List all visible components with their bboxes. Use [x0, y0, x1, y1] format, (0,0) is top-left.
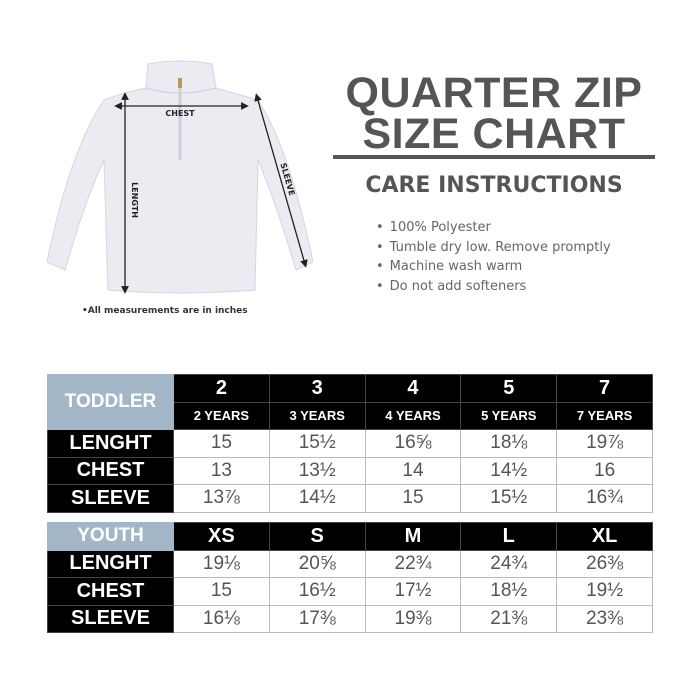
measurement-cell: 16 — [556, 456, 653, 485]
measurement-cell: 19⅛ — [173, 549, 270, 578]
table-row: LENGHT 19⅛ 20⅝ 22¾ 24¾ 26⅜ — [47, 549, 653, 578]
shirt-body — [46, 60, 314, 294]
youth-size-table: YOUTH XS S M L XL LENGHT 19⅛ 20⅝ 22¾ 24¾ 26⅜ CHEST 15… — [47, 522, 653, 633]
table-row: LENGHT 15 15½ 16⅝ 18⅛ 19⅞ — [47, 429, 653, 458]
length-label: LENGTH — [130, 182, 139, 218]
size-header: XS — [173, 522, 270, 551]
size-header: 3 — [268, 374, 366, 403]
measurement-cell: 26⅜ — [556, 549, 653, 578]
size-header: 2 — [173, 374, 270, 403]
row-label: LENGHT — [47, 549, 174, 578]
age-header: 3 YEARS — [268, 401, 366, 430]
size-header: 4 — [364, 374, 462, 403]
divider — [333, 155, 655, 159]
size-header: XL — [556, 522, 653, 551]
measurement-cell: 17⅜ — [268, 604, 366, 633]
row-label: CHEST — [47, 456, 174, 485]
title-line-1: QUARTER ZIP — [345, 69, 643, 117]
measurement-cell: 19⅜ — [364, 604, 462, 633]
measurement-cell: 19⅞ — [556, 429, 653, 458]
table-row: CHEST 13 13½ 14 14½ 16 — [47, 456, 653, 485]
size-header: S — [268, 522, 366, 551]
measurement-cell: 15 — [364, 484, 462, 513]
chest-label: CHEST — [165, 109, 195, 118]
care-item: 100% Polyester — [376, 220, 611, 240]
size-header-row: YOUTH XS S M L XL — [47, 522, 653, 551]
age-header: 5 YEARS — [460, 401, 558, 430]
measurement-cell: 23⅜ — [556, 604, 653, 633]
measurement-cell: 17½ — [364, 577, 462, 606]
measurement-cell: 20⅝ — [268, 549, 366, 578]
measurement-cell: 18⅛ — [460, 429, 558, 458]
size-header: 5 — [460, 374, 558, 403]
care-heading: CARE INSTRUCTIONS — [365, 173, 623, 198]
measurement-cell: 14½ — [268, 484, 366, 513]
quarter-zip-illustration: CHEST LENGTH SLEEVE — [46, 60, 314, 294]
measurement-cell: 15 — [173, 577, 270, 606]
measurement-cell: 16⅝ — [364, 429, 462, 458]
measurement-cell: 18½ — [460, 577, 558, 606]
age-header: 7 YEARS — [556, 401, 653, 430]
care-item: Do not add softeners — [376, 279, 611, 299]
category-label: YOUTH — [47, 522, 174, 551]
size-header-row: TODDLER 2 3 4 5 7 — [47, 374, 653, 430]
measurement-cell: 21⅜ — [460, 604, 558, 633]
age-header: 2 YEARS — [173, 401, 270, 430]
table-row: SLEEVE 13⅞ 14½ 15 15½ 16¾ — [47, 484, 653, 513]
measurement-cell: 24¾ — [460, 549, 558, 578]
title-line-2: SIZE CHART — [362, 110, 626, 158]
table-row: SLEEVE 16⅛ 17⅜ 19⅜ 21⅜ 23⅜ — [47, 604, 653, 633]
measurement-cell: 13½ — [268, 456, 366, 485]
row-label: SLEEVE — [47, 484, 174, 513]
sleeve-arrow — [254, 93, 308, 268]
category-label: TODDLER — [47, 374, 174, 430]
measurement-cell: 16¾ — [556, 484, 653, 513]
size-header: 7 — [556, 374, 653, 403]
toddler-size-table: TODDLER 2 3 4 5 7 2 YEARS 3 YEARS 4 YEARS 5 YEARS… — [47, 374, 653, 513]
measurement-cell: 22¾ — [364, 549, 462, 578]
measurement-cell: 15½ — [268, 429, 366, 458]
measurement-cell: 19½ — [556, 577, 653, 606]
table-row: CHEST 15 16½ 17½ 18½ 19½ — [47, 577, 653, 606]
measurement-cell: 14½ — [460, 456, 558, 485]
row-label: LENGHT — [47, 429, 174, 458]
age-header: 4 YEARS — [364, 401, 462, 430]
care-item: Machine wash warm — [376, 259, 611, 279]
care-item: Tumble dry low. Remove promptly — [376, 240, 611, 260]
measurement-cell: 16½ — [268, 577, 366, 606]
size-header: L — [460, 522, 558, 551]
row-label: SLEEVE — [47, 604, 174, 633]
care-list: 100% Polyester Tumble dry low. Remove pr… — [376, 220, 611, 298]
measurement-note: •All measurements are in inches — [82, 306, 248, 316]
measurement-cell: 13 — [173, 456, 270, 485]
row-label: CHEST — [47, 577, 174, 606]
measurement-cell: 15 — [173, 429, 270, 458]
measurement-cell: 14 — [364, 456, 462, 485]
measurement-cell: 16⅛ — [173, 604, 270, 633]
size-header: M — [364, 522, 462, 551]
measurement-cell: 15½ — [460, 484, 558, 513]
measurement-cell: 13⅞ — [173, 484, 270, 513]
